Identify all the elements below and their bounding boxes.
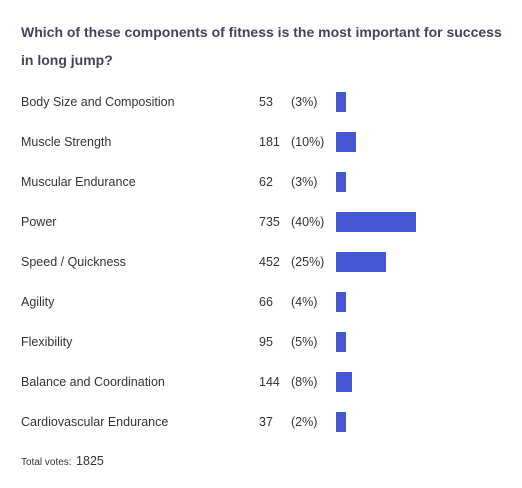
option-vote-count: 144: [259, 375, 280, 389]
option-vote-count: 95: [259, 335, 273, 349]
option-vote-count: 735: [259, 215, 280, 229]
option-vote-count: 62: [259, 175, 273, 189]
total-votes: Total votes: 1825: [21, 452, 104, 470]
option-label: Power: [21, 215, 57, 229]
option-percent: (40%): [291, 215, 325, 229]
option-label: Flexibility: [21, 335, 73, 349]
option-result-bar: [336, 132, 356, 152]
option-label: Agility: [21, 295, 55, 309]
option-label: Muscular Endurance: [21, 175, 136, 189]
option-percent: (5%): [291, 335, 318, 349]
option-percent: (3%): [291, 95, 318, 109]
total-votes-count: 1825: [76, 454, 104, 468]
option-percent: (25%): [291, 255, 325, 269]
poll-option-row: Body Size and Composition 53 (3%): [0, 92, 522, 112]
poll-option-row: Balance and Coordination 144 (8%): [0, 372, 522, 392]
poll-question: Which of these components of fitness is …: [21, 24, 502, 68]
total-votes-label: Total votes:: [21, 457, 72, 468]
poll-option-row: Flexibility 95 (5%): [0, 332, 522, 352]
option-vote-count: 37: [259, 415, 273, 429]
poll-option-row: Agility 66 (4%): [0, 292, 522, 312]
option-vote-count: 53: [259, 95, 273, 109]
option-result-bar: [336, 412, 346, 432]
option-label: Speed / Quickness: [21, 255, 126, 269]
option-percent: (8%): [291, 375, 318, 389]
poll-option-row: Muscular Endurance 62 (3%): [0, 172, 522, 192]
option-result-bar: [336, 172, 346, 192]
poll-option-row: Cardiovascular Endurance 37 (2%): [0, 412, 522, 432]
option-percent: (2%): [291, 415, 318, 429]
option-result-bar: [336, 292, 346, 312]
option-label: Body Size and Composition: [21, 95, 175, 109]
option-vote-count: 66: [259, 295, 273, 309]
option-percent: (4%): [291, 295, 318, 309]
poll-option-row: Muscle Strength 181 (10%): [0, 132, 522, 152]
option-result-bar: [336, 212, 416, 232]
option-label: Muscle Strength: [21, 135, 112, 149]
option-result-bar: [336, 92, 346, 112]
option-vote-count: 181: [259, 135, 280, 149]
option-label: Cardiovascular Endurance: [21, 415, 169, 429]
option-label: Balance and Coordination: [21, 375, 165, 389]
option-percent: (10%): [291, 135, 325, 149]
poll-option-row: Speed / Quickness 452 (25%): [0, 252, 522, 272]
option-result-bar: [336, 332, 346, 352]
option-result-bar: [336, 372, 352, 392]
option-vote-count: 452: [259, 255, 280, 269]
option-percent: (3%): [291, 175, 318, 189]
option-result-bar: [336, 252, 386, 272]
poll-option-row: Power 735 (40%): [0, 212, 522, 232]
